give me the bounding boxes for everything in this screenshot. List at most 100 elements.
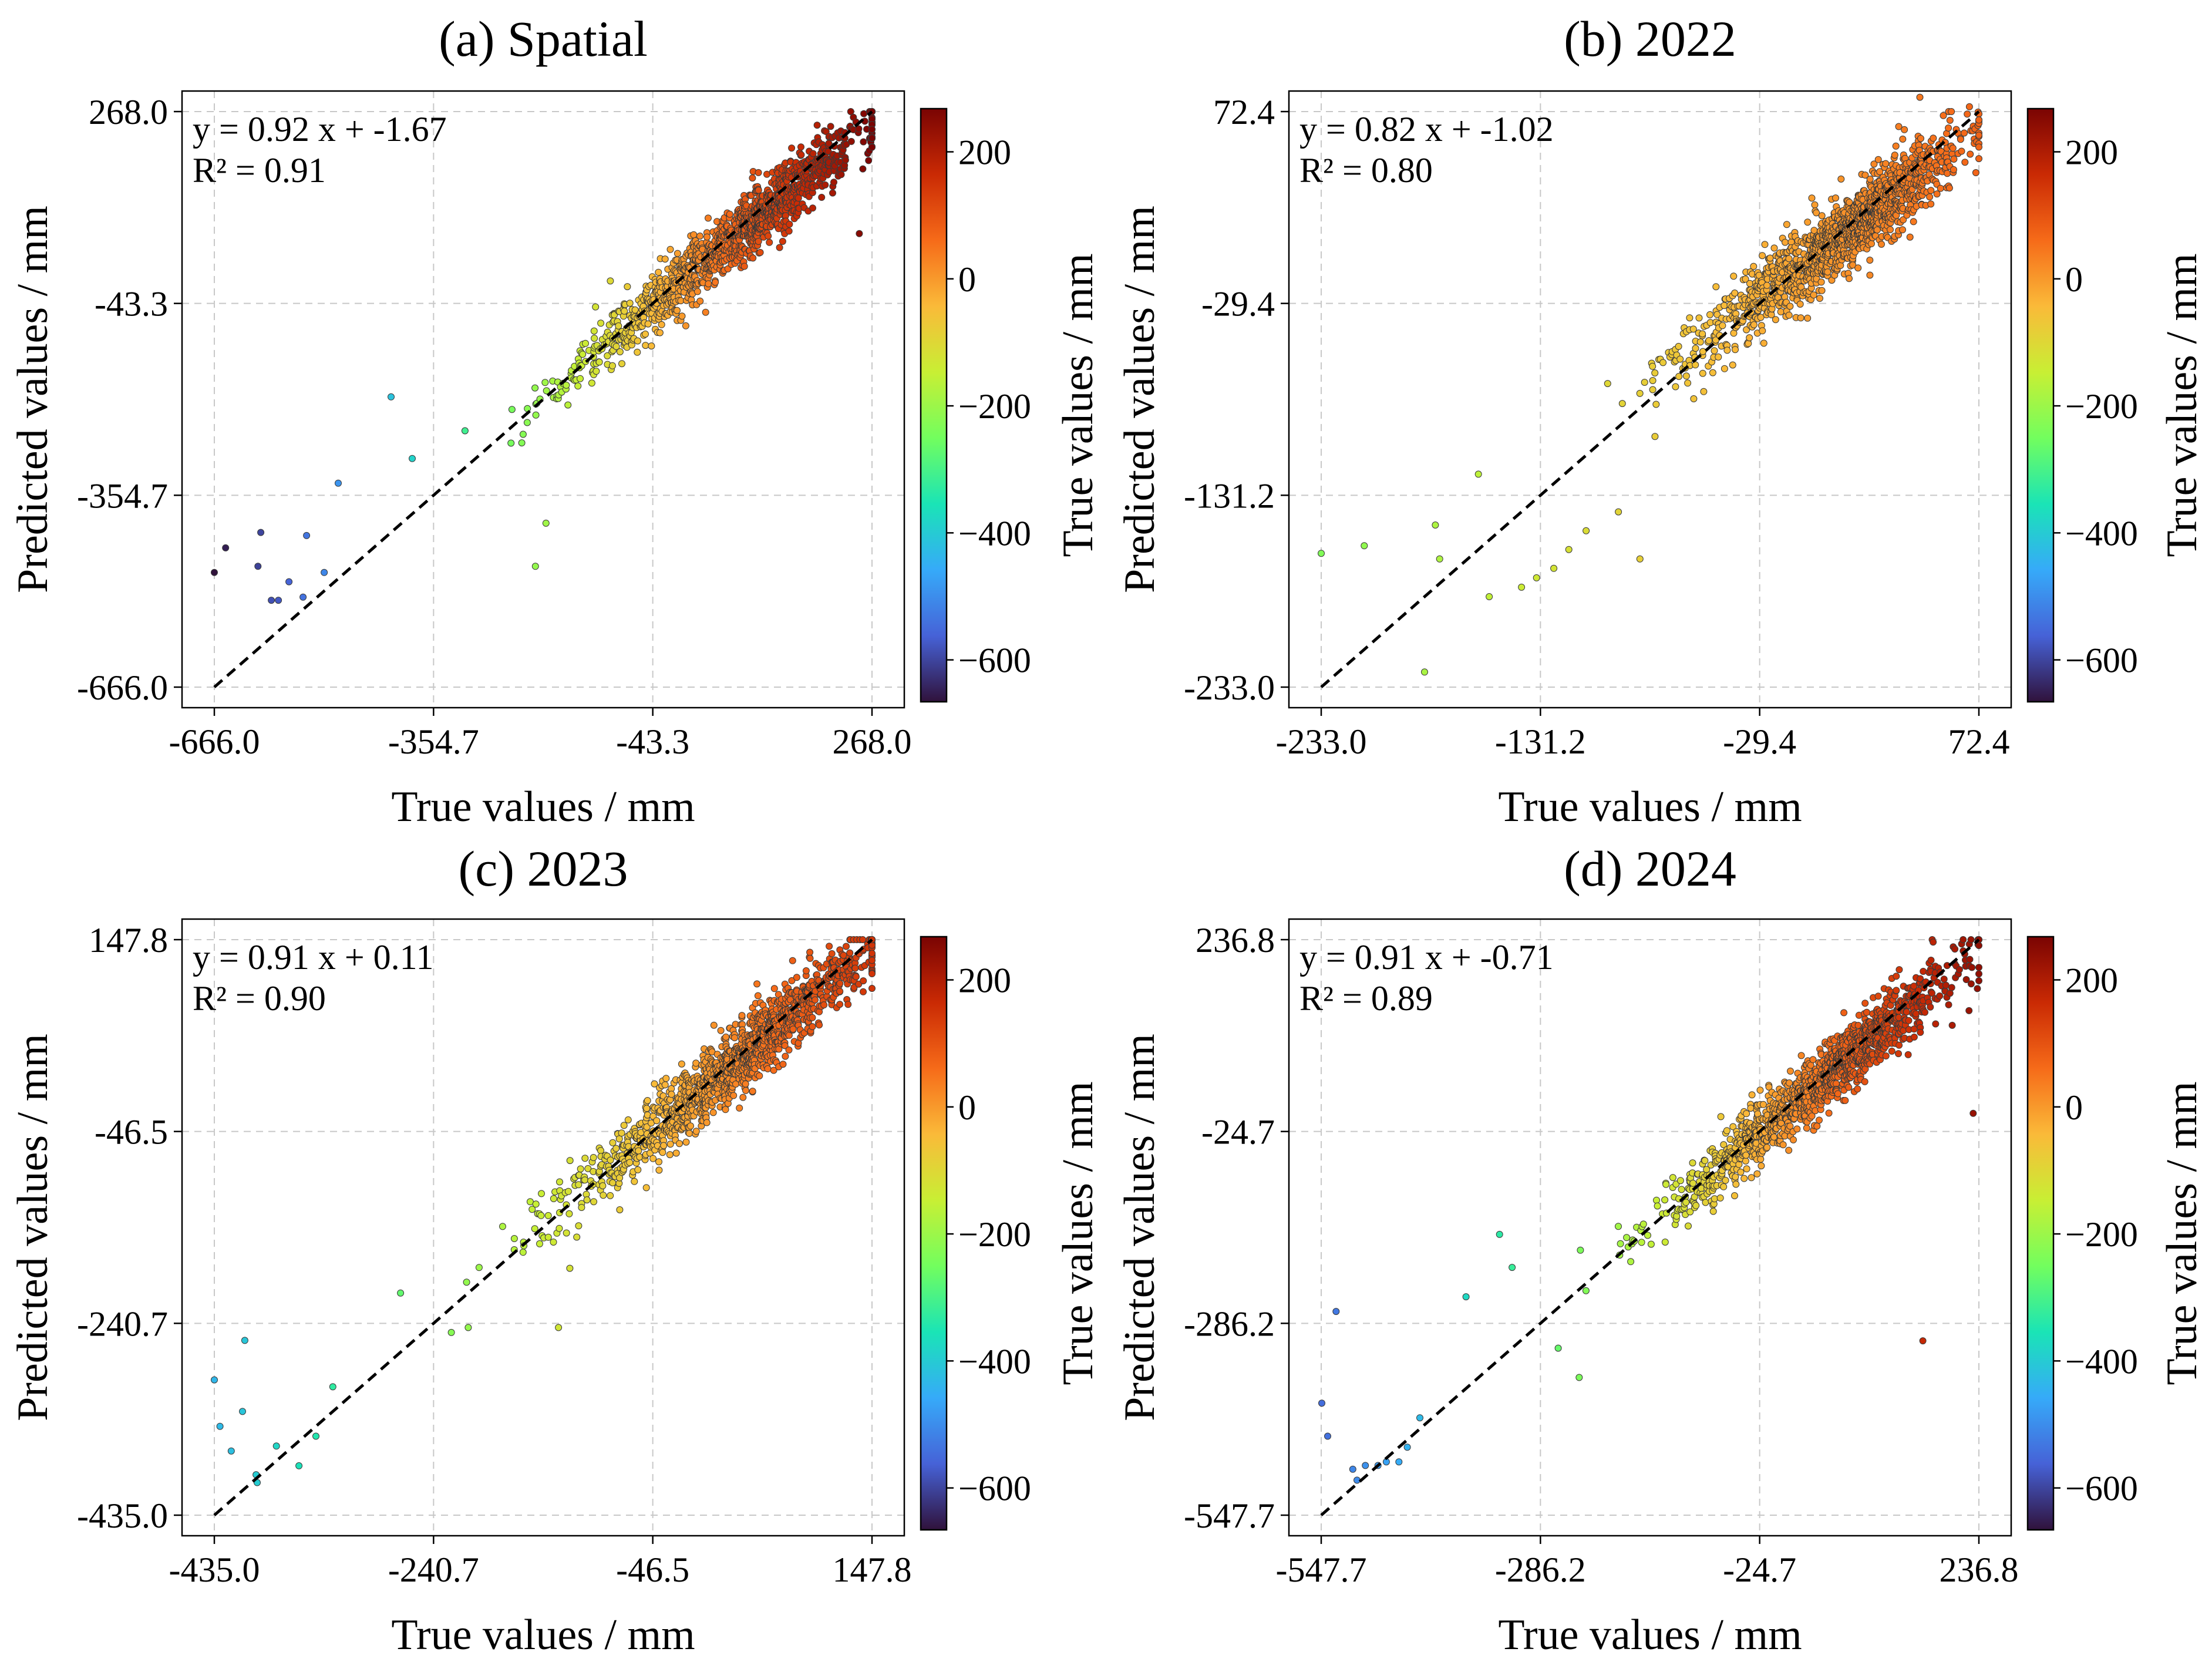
regression-equation: y = 0.91 x + 0.11 xyxy=(193,938,433,977)
data-point xyxy=(544,1233,552,1241)
data-point xyxy=(1746,334,1753,342)
data-point xyxy=(1743,1110,1750,1118)
data-point xyxy=(447,1328,455,1336)
data-point xyxy=(666,245,674,253)
data-point xyxy=(211,568,218,576)
data-point xyxy=(852,973,860,981)
data-point xyxy=(786,220,793,228)
data-point xyxy=(678,312,686,320)
data-point xyxy=(1766,254,1774,262)
data-point xyxy=(1669,1174,1676,1182)
regression-equation: y = 0.82 x + -1.02 xyxy=(1299,110,1554,149)
data-point xyxy=(1604,380,1611,388)
data-point xyxy=(1652,401,1660,408)
data-point xyxy=(227,1447,235,1455)
data-point xyxy=(544,1212,552,1219)
panel-2024: (d) 2024 y = 0.91 x + -0.71 R² = 0.89 -5… xyxy=(1116,840,2206,1659)
data-point xyxy=(1742,1152,1750,1159)
data-point xyxy=(829,189,836,197)
data-point xyxy=(1649,362,1657,370)
data-point xyxy=(712,278,719,286)
data-point xyxy=(802,967,810,974)
data-point xyxy=(1866,257,1874,264)
data-point xyxy=(1854,264,1862,272)
data-point xyxy=(591,335,598,342)
data-point xyxy=(1785,311,1793,319)
data-point xyxy=(693,288,701,295)
data-point xyxy=(388,393,395,401)
x-axis-label: True values / mm xyxy=(391,783,695,831)
data-point xyxy=(597,319,605,327)
data-point xyxy=(1647,1240,1655,1248)
data-point xyxy=(1945,184,1953,192)
data-point xyxy=(779,1061,787,1068)
regression-equation: y = 0.92 x + -1.67 xyxy=(193,110,447,149)
data-point xyxy=(868,126,876,133)
data-point xyxy=(642,330,649,338)
data-point xyxy=(755,186,762,194)
data-point xyxy=(1787,1067,1794,1075)
y-axis-ticks: -233.0-131.2-29.472.4 xyxy=(1184,93,1289,707)
data-point xyxy=(644,1111,651,1119)
data-point xyxy=(856,230,863,237)
data-point xyxy=(1719,322,1726,329)
data-point xyxy=(1808,194,1816,202)
x-axis-ticks: -233.0 -131.2 -29.4 72.4 xyxy=(1276,708,2010,761)
data-point xyxy=(1623,1234,1631,1242)
data-point xyxy=(1518,583,1526,591)
grid xyxy=(182,91,904,708)
data-point xyxy=(1948,108,1955,115)
data-point xyxy=(1732,1173,1739,1180)
data-point xyxy=(843,943,850,950)
data-point xyxy=(642,342,649,349)
x-tick-label: -46.5 xyxy=(616,1550,689,1589)
data-point xyxy=(865,157,873,164)
data-point xyxy=(578,1204,585,1211)
data-point xyxy=(776,244,783,251)
y-tick-label: -46.5 xyxy=(95,1113,168,1152)
data-point xyxy=(581,1176,588,1184)
data-point xyxy=(1832,194,1839,202)
data-point xyxy=(532,411,540,419)
x-tick-label: -666.0 xyxy=(169,722,260,761)
x-tick-label: -354.7 xyxy=(388,722,479,761)
data-point xyxy=(634,1166,642,1173)
data-point xyxy=(1723,1127,1730,1135)
data-point xyxy=(827,123,834,130)
data-point xyxy=(676,1140,683,1148)
data-point xyxy=(1678,1186,1685,1193)
data-point xyxy=(1332,1308,1340,1316)
data-point xyxy=(1965,103,1973,110)
data-point xyxy=(809,204,816,212)
y-axis-label: Predicted values / mm xyxy=(1116,206,1164,593)
colorbar-tick-label: 0 xyxy=(958,1088,976,1127)
data-point xyxy=(1462,1293,1470,1301)
data-point xyxy=(1743,1165,1750,1173)
data-point xyxy=(686,1129,693,1137)
panel-2023: (c) 2023 y = 0.91 x + 0.11 R² = 0.90 -43… xyxy=(9,840,1102,1659)
data-point xyxy=(1824,268,1831,276)
data-point xyxy=(1748,1174,1755,1182)
data-point xyxy=(1910,218,1917,226)
data-point xyxy=(1944,170,1951,177)
data-point xyxy=(662,1075,670,1082)
data-point xyxy=(868,985,876,992)
data-point xyxy=(573,1233,581,1241)
data-point xyxy=(1711,1195,1718,1203)
data-point xyxy=(321,568,328,576)
data-point xyxy=(597,1147,604,1155)
data-point xyxy=(818,194,826,201)
data-point xyxy=(463,1279,470,1286)
y-tick-label: -240.7 xyxy=(77,1304,168,1343)
data-point xyxy=(1930,134,1937,142)
data-point xyxy=(1716,1194,1724,1202)
data-point xyxy=(755,238,762,245)
y-tick-label: -29.4 xyxy=(1201,285,1275,324)
data-point xyxy=(519,1249,527,1256)
data-point xyxy=(1639,1220,1647,1228)
colorbar-tick-label: −200 xyxy=(2065,387,2138,426)
data-point xyxy=(631,306,639,314)
data-point xyxy=(1933,190,1941,198)
